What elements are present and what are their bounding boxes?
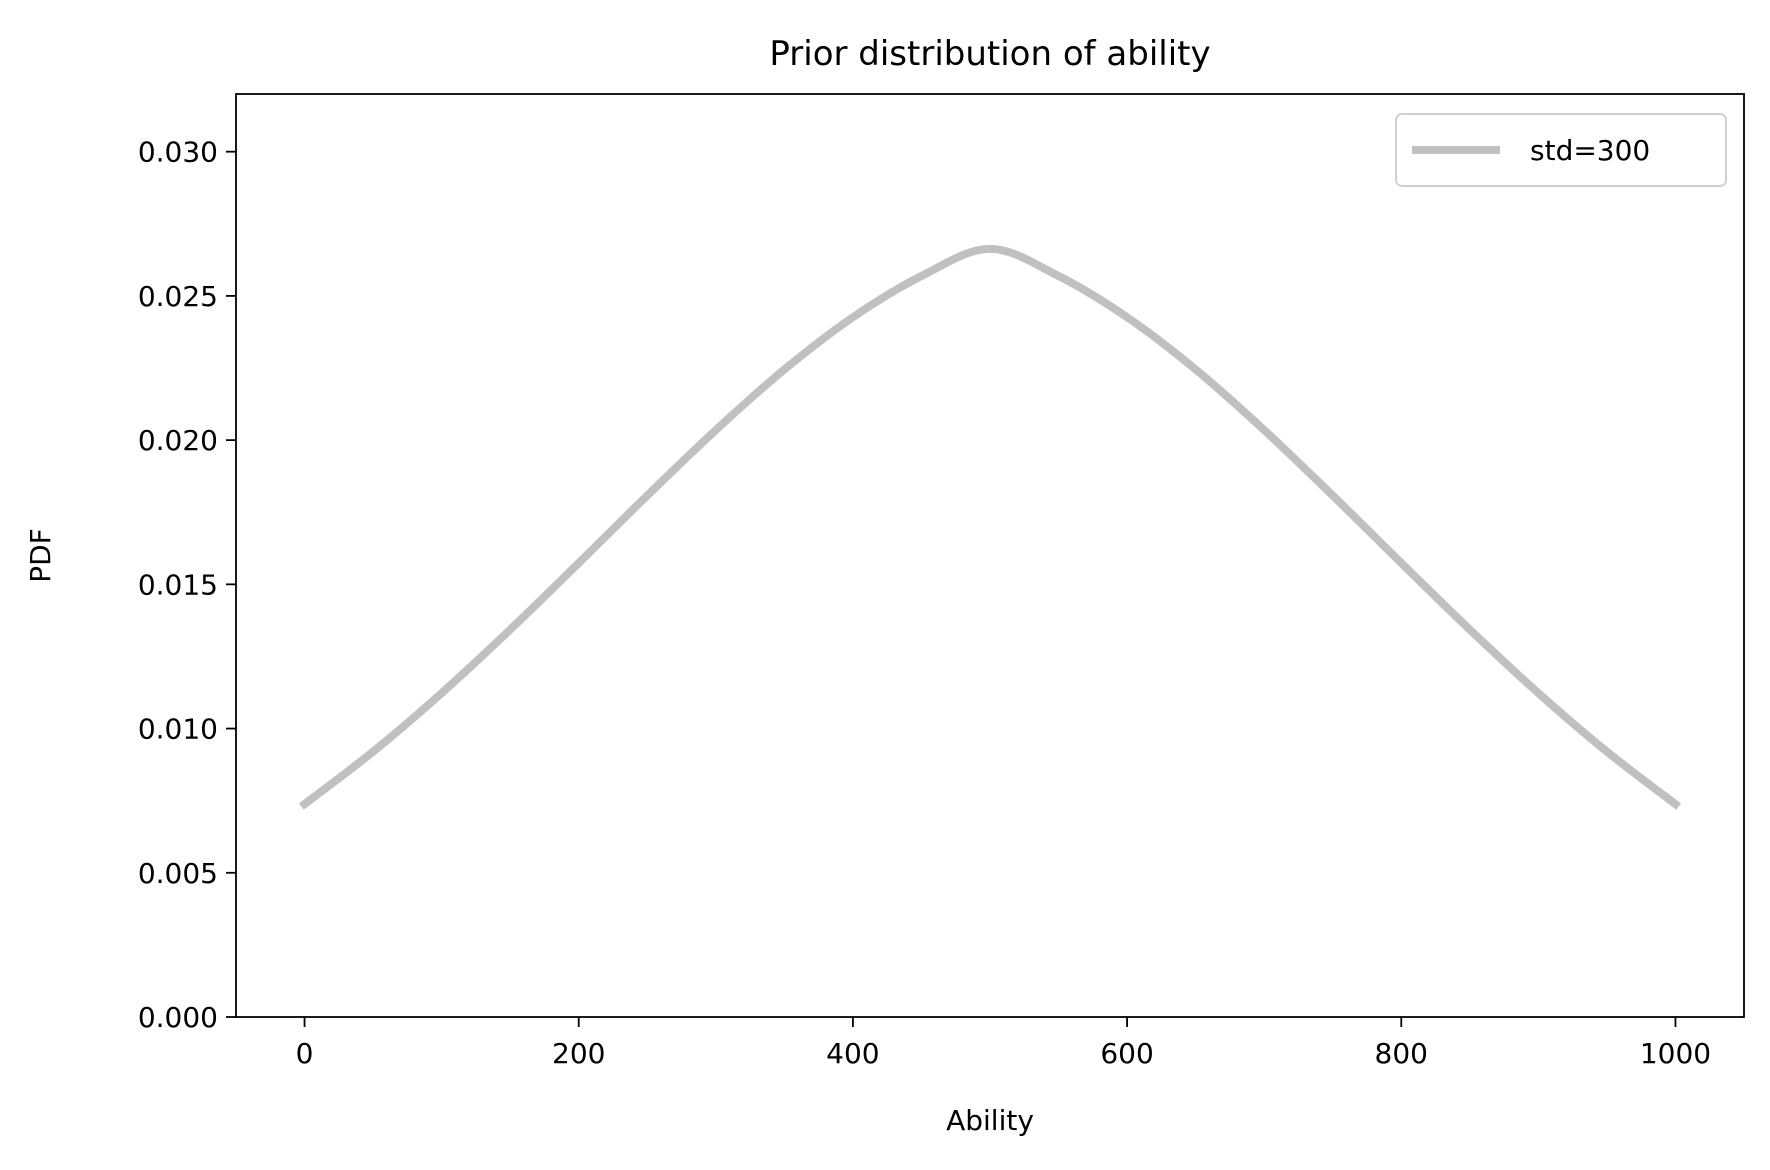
legend: std=300 [1395,113,1727,187]
y-tick-label: 0.000 [138,1001,218,1034]
y-tick-label: 0.020 [138,424,218,457]
x-tick-label: 800 [1375,1037,1428,1070]
y-tick-label: 0.015 [138,568,218,601]
legend-box [1395,113,1727,187]
y-tick-label: 0.005 [138,857,218,890]
x-tick-label: 600 [1100,1037,1153,1070]
x-axis-ticks: 0 200 400 600 800 1000 [296,1017,1711,1070]
series-layer [298,244,1682,810]
y-tick-label: 0.025 [138,280,218,313]
y-tick-label: 0.010 [138,713,218,746]
x-tick-label: 400 [826,1037,879,1070]
chart-title: Prior distribution of ability [769,34,1210,74]
x-axis-label: Ability [946,1104,1034,1137]
x-tick-label: 1000 [1640,1037,1711,1070]
y-axis-label: PDF [24,528,57,583]
legend-label: std=300 [1530,134,1650,167]
x-tick-label: 200 [552,1037,605,1070]
series-line [298,244,1682,810]
x-tick-label: 0 [296,1037,314,1070]
y-axis-ticks: 0.000 0.005 0.010 0.015 0.020 0.025 0.030 [138,136,236,1034]
y-tick-label: 0.030 [138,136,218,169]
axes-frame [235,93,1745,1018]
